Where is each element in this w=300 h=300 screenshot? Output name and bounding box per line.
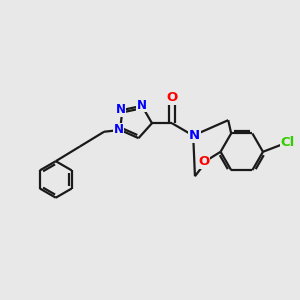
Text: N: N xyxy=(114,124,124,136)
Text: N: N xyxy=(116,103,126,116)
Text: Cl: Cl xyxy=(280,136,295,149)
Text: N: N xyxy=(137,99,147,112)
Text: N: N xyxy=(189,129,200,142)
Text: O: O xyxy=(198,155,209,168)
Text: O: O xyxy=(167,91,178,104)
